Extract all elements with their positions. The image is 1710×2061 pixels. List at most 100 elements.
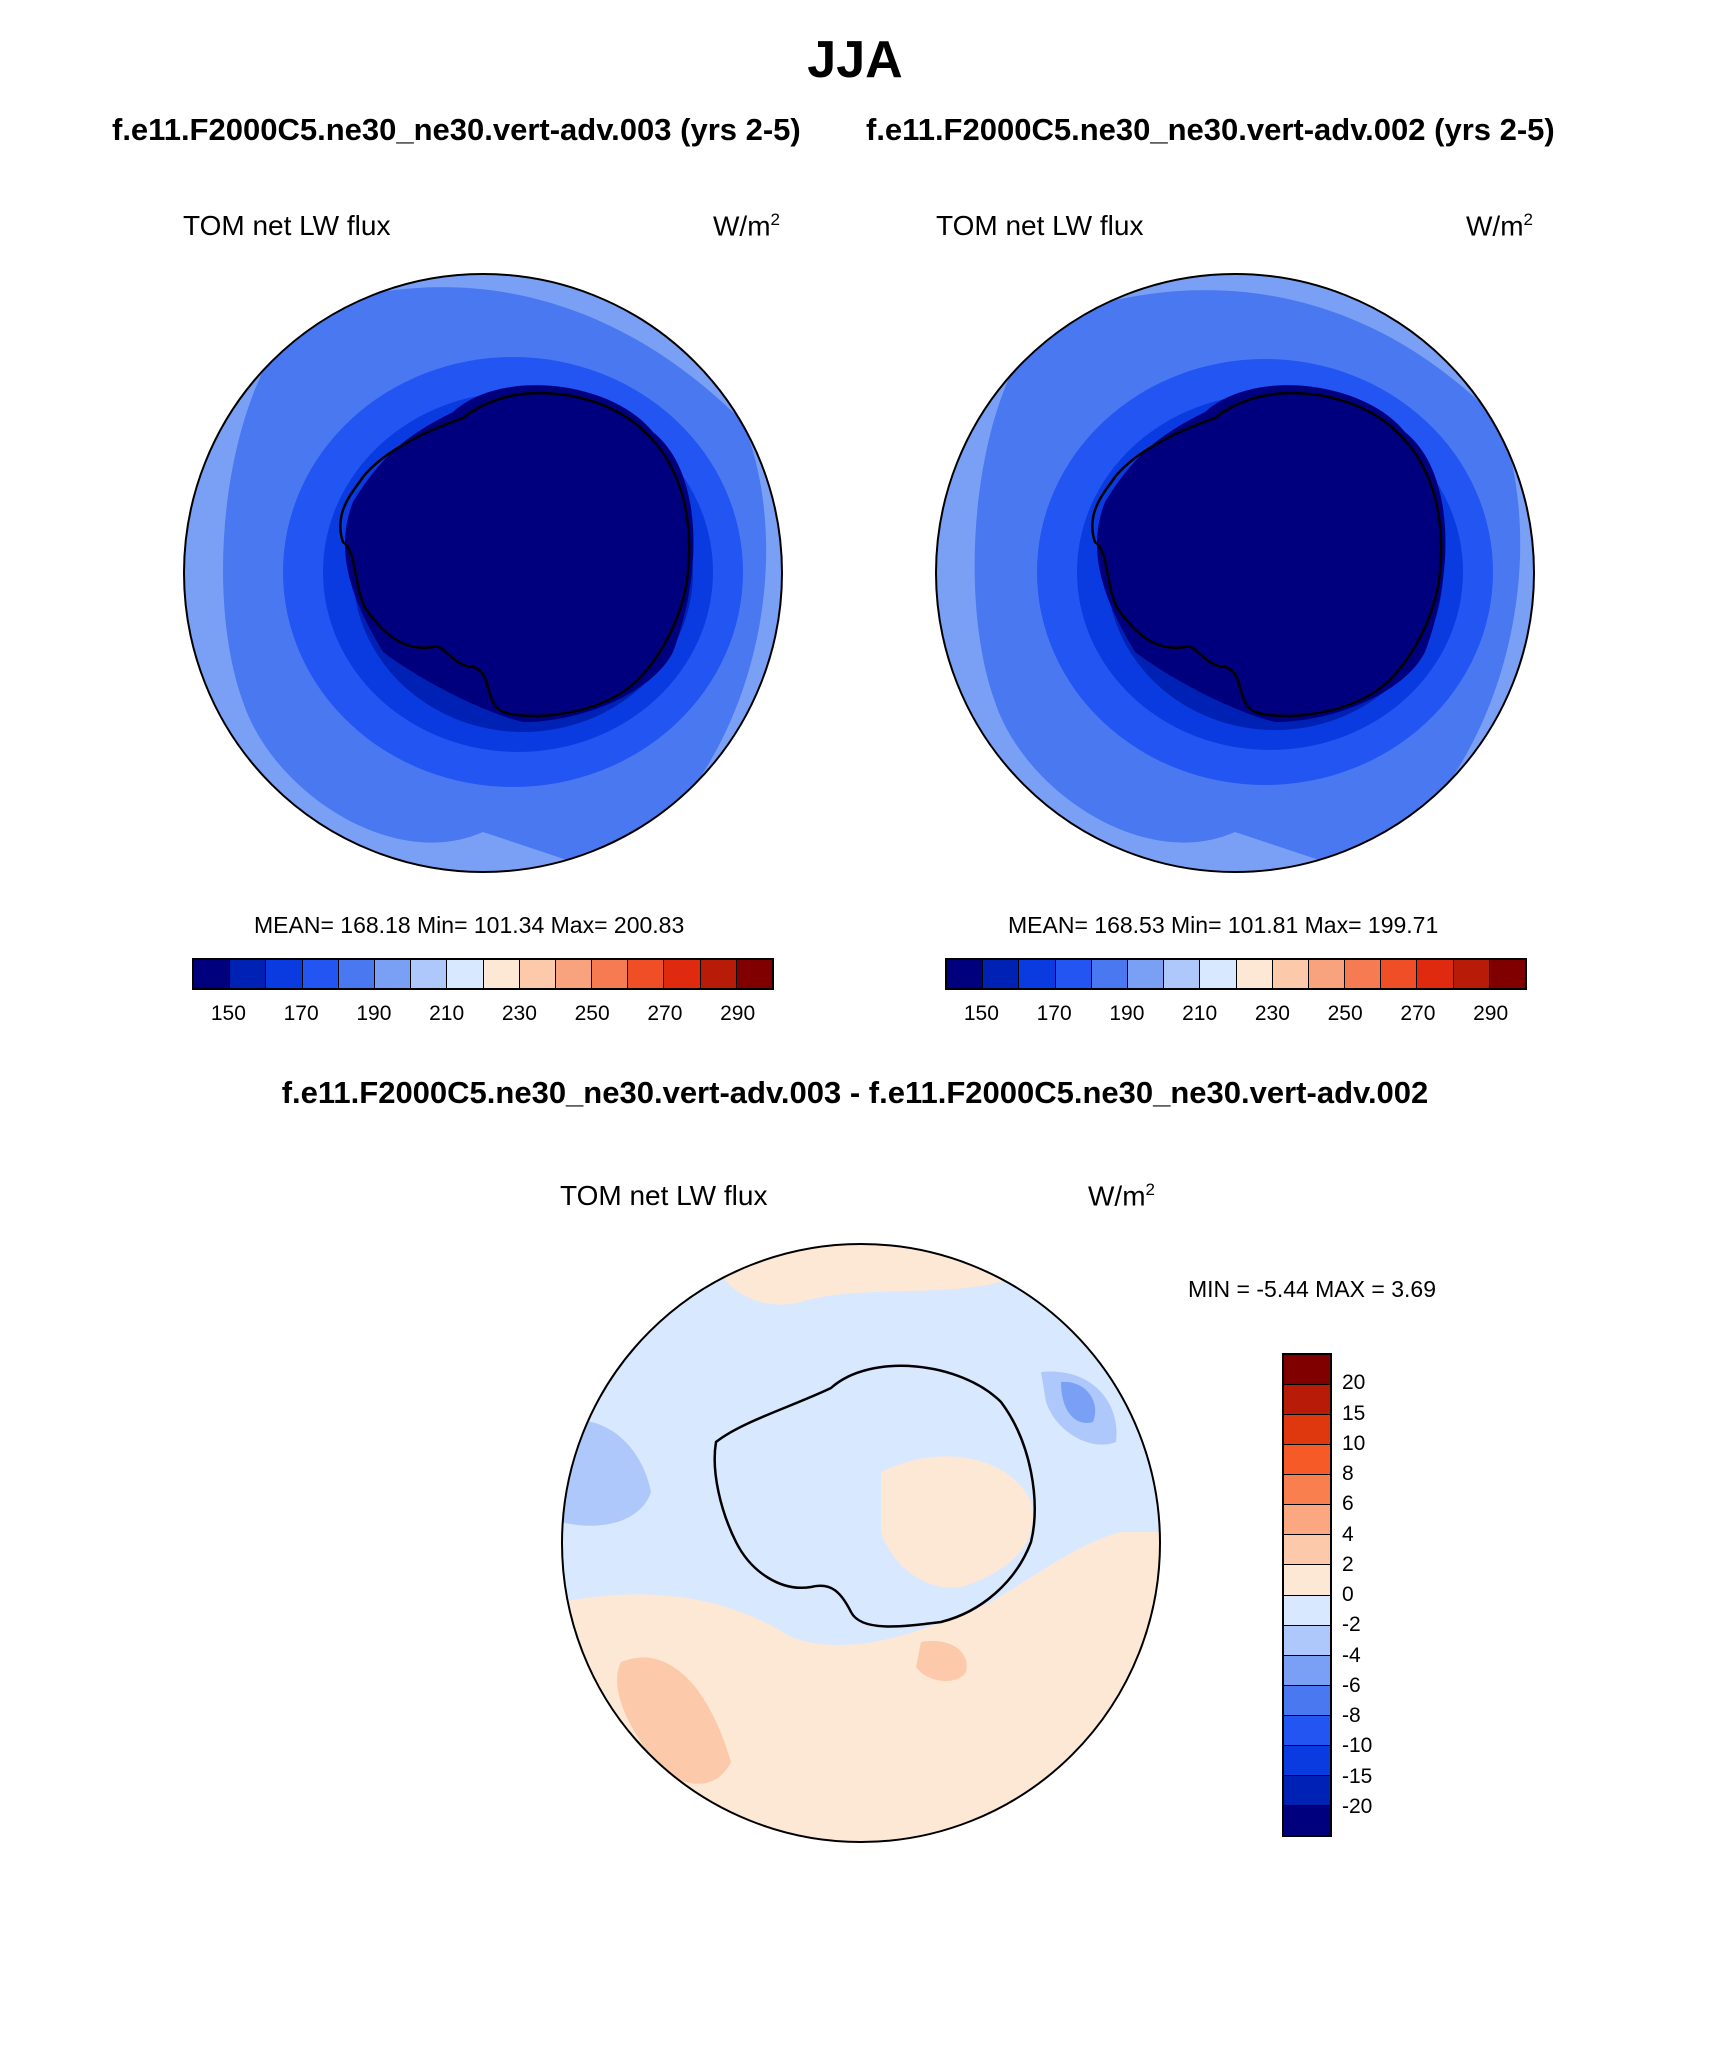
colorbar-swatch — [1284, 1625, 1330, 1656]
colorbar-swatch — [1284, 1445, 1330, 1476]
right-units-text: W/m — [1466, 210, 1524, 242]
left-panel-label: TOM net LW flux — [183, 210, 391, 241]
colorbar-tick-label: 210 — [429, 1002, 465, 1025]
colorbar-tick-label: 150 — [210, 1002, 246, 1025]
colorbar-tick-label: 230 — [501, 1002, 537, 1025]
diff-cool-patch-3 — [1061, 1381, 1096, 1423]
colorbar-tick-label: 250 — [1327, 1002, 1363, 1025]
diff-cool-patch-1 — [562, 1420, 651, 1526]
subtitle-right: f.e11.F2000C5.ne30_ne30.vert-adv.002 (yr… — [866, 112, 1555, 147]
colorbar-tick-label: 270 — [1400, 1002, 1436, 1025]
colorbar-tick-label: 190 — [1109, 1002, 1145, 1025]
diff-warm-patch-1 — [617, 1657, 731, 1784]
colorbar-swatch — [411, 960, 448, 988]
colorbar-tick-label: 270 — [647, 1002, 683, 1025]
diff-units-sup: 2 — [1145, 1180, 1155, 1199]
left-antarctica-core — [344, 385, 694, 722]
colorbar-swatch — [1272, 960, 1309, 988]
colorbar-tick-label: 4 — [1342, 1522, 1354, 1546]
colorbar-tick-label: 170 — [1036, 1002, 1072, 1025]
colorbar-swatch — [1345, 960, 1382, 988]
left-colorbar — [192, 958, 774, 990]
colorbar-tick-label: -4 — [1342, 1643, 1361, 1667]
diff-panel-label: TOM net LW flux — [560, 1180, 768, 1211]
diff-positive-region-north — [711, 1244, 1021, 1305]
left-panel-units: W/m2 — [713, 210, 780, 242]
colorbar-swatch — [736, 960, 772, 988]
left-polar-map — [183, 273, 783, 873]
colorbar-tick-label: 190 — [356, 1002, 392, 1025]
colorbar-swatch — [1055, 960, 1092, 988]
colorbar-swatch — [1164, 960, 1201, 988]
colorbar-swatch — [555, 960, 593, 988]
right-stats: MEAN= 168.53 Min= 101.81 Max= 199.71 — [1008, 912, 1439, 938]
colorbar-swatch — [664, 960, 701, 988]
colorbar-tick-label: -8 — [1342, 1704, 1361, 1727]
colorbar-tick-label: -6 — [1342, 1673, 1361, 1697]
colorbar-swatch — [230, 960, 267, 988]
colorbar-swatch — [1453, 960, 1490, 988]
diff-positive-region-center — [881, 1456, 1033, 1588]
colorbar-swatch — [1019, 960, 1056, 988]
colorbar-tick-label: 20 — [1342, 1371, 1366, 1395]
colorbar-tick-label: -20 — [1342, 1794, 1373, 1818]
colorbar-tick-label: -10 — [1342, 1734, 1373, 1758]
colorbar-swatch — [266, 960, 303, 988]
right-units-sup: 2 — [1523, 210, 1533, 229]
right-panel-units: W/m2 — [1466, 210, 1533, 242]
colorbar-tick-label: 290 — [1473, 1002, 1509, 1025]
colorbar-swatch — [447, 960, 484, 988]
diff-title: f.e11.F2000C5.ne30_ne30.vert-adv.003 - f… — [281, 1075, 1429, 1110]
colorbar-swatch — [1284, 1715, 1330, 1746]
main-title: JJA — [807, 31, 903, 89]
colorbar-tick-label: 6 — [1342, 1492, 1354, 1516]
colorbar-swatch — [700, 960, 737, 988]
right-map-border — [935, 273, 1535, 873]
diff-panel-units: W/m2 — [1088, 1180, 1155, 1212]
colorbar-tick-label: 170 — [283, 1002, 319, 1025]
colorbar-swatch — [1127, 960, 1165, 988]
diff-units-text: W/m — [1088, 1180, 1146, 1212]
colorbar-swatch — [1284, 1535, 1330, 1566]
colorbar-tick-label: 150 — [963, 1002, 999, 1025]
colorbar-tick-label: 8 — [1342, 1462, 1354, 1485]
colorbar-swatch — [947, 960, 984, 988]
right-antarctica-core — [1096, 385, 1446, 722]
colorbar-swatch — [1489, 960, 1525, 988]
colorbar-swatch — [1417, 960, 1454, 988]
colorbar-tick-label: 210 — [1182, 1002, 1218, 1025]
left-stats: MEAN= 168.18 Min= 101.34 Max= 200.83 — [254, 912, 685, 938]
colorbar-tick-label: 250 — [574, 1002, 610, 1025]
right-panel-label: TOM net LW flux — [936, 210, 1144, 241]
colorbar-swatch — [194, 960, 231, 988]
colorbar-swatch — [1284, 1415, 1330, 1446]
colorbar-swatch — [1284, 1475, 1330, 1506]
colorbar-swatch — [1284, 1355, 1330, 1386]
right-polar-map — [935, 273, 1535, 873]
colorbar-swatch — [374, 960, 412, 988]
left-coastline — [339, 391, 691, 718]
colorbar-swatch — [983, 960, 1020, 988]
colorbar-tick-label: 290 — [720, 1002, 756, 1025]
diff-coastline — [713, 1364, 1036, 1628]
diff-colorbar — [1282, 1353, 1332, 1837]
colorbar-swatch — [483, 960, 520, 988]
colorbar-swatch — [1284, 1685, 1330, 1716]
colorbar-tick-label: 10 — [1342, 1431, 1366, 1455]
colorbar-tick-label: 15 — [1342, 1401, 1366, 1425]
colorbar-swatch — [338, 960, 375, 988]
right-colorbar — [945, 958, 1527, 990]
colorbar-swatch — [1284, 1505, 1330, 1536]
colorbar-swatch — [1284, 1595, 1330, 1626]
colorbar-tick-label: 0 — [1342, 1583, 1354, 1606]
colorbar-tick-label: 2 — [1342, 1552, 1354, 1576]
colorbar-swatch — [1284, 1385, 1330, 1416]
colorbar-swatch — [628, 960, 665, 988]
colorbar-tick-label: -15 — [1342, 1764, 1373, 1788]
colorbar-swatch — [1284, 1775, 1330, 1806]
diff-polar-map — [561, 1243, 1161, 1843]
colorbar-swatch — [1284, 1655, 1330, 1686]
diff-stats: MIN = -5.44 MAX = 3.69 — [1188, 1276, 1437, 1302]
diff-map-border — [561, 1243, 1161, 1843]
colorbar-swatch — [1284, 1745, 1330, 1776]
